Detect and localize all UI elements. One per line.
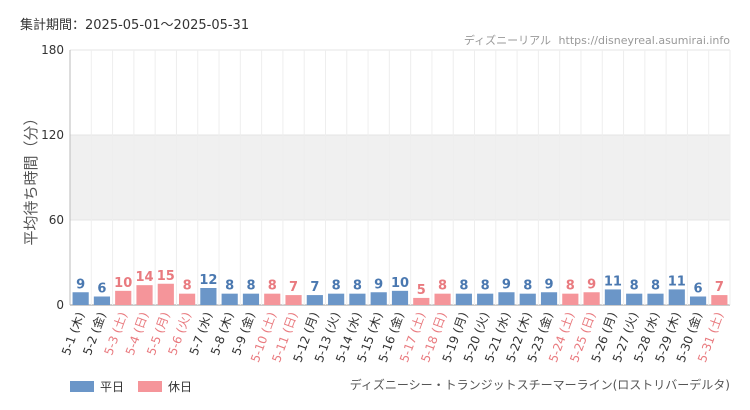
bar-5-14 (水) — [349, 293, 366, 305]
bar-value-label: 5 — [417, 283, 426, 298]
bar-5-31 (土) — [711, 295, 728, 305]
bar-value-label: 8 — [630, 279, 639, 294]
bar-value-label: 8 — [246, 279, 255, 294]
site-url[interactable]: https://disneyreal.asumirai.info — [558, 34, 730, 47]
bar-5-9 (金) — [242, 293, 260, 305]
bar-5-19 (月) — [455, 293, 472, 305]
bar-5-30 (金) — [689, 296, 707, 305]
bar-5-12 (月) — [306, 295, 323, 305]
bar-5-27 (火) — [626, 293, 643, 305]
site-name: ディズニーリアル — [463, 34, 552, 47]
bar-5-2 (金) — [93, 296, 111, 305]
y-tick-label: 0 — [56, 298, 64, 312]
bar-5-29 (木) — [668, 289, 685, 305]
bar-5-25 (日) — [583, 292, 600, 305]
legend-holiday-swatch — [138, 381, 163, 392]
legend-holiday[interactable]: 休日 — [138, 378, 192, 395]
bar-5-10 (土) — [264, 293, 281, 305]
bar-value-label: 7 — [310, 280, 319, 295]
bar-5-5 (月) — [157, 283, 174, 305]
bar-value-label: 8 — [438, 279, 447, 294]
aggregation-period: 集計期間：2025-05-01～2025-05-31 — [20, 18, 250, 33]
bar-value-label: 9 — [76, 277, 85, 292]
bar-value-label: 9 — [374, 277, 383, 292]
bar-5-11 (日) — [285, 295, 302, 305]
legend-weekday[interactable]: 平日 — [70, 378, 124, 395]
y-tick-label: 60 — [49, 213, 64, 227]
site-credit: ディズニーリアル https://disneyreal.asumirai.inf… — [464, 32, 730, 48]
bar-value-label: 8 — [183, 279, 192, 294]
x-axis-ticks: 5-1 (木)5-2 (金)5-3 (土)5-4 (日)5-5 (月)5-6 (… — [59, 310, 726, 364]
bar-5-20 (火) — [477, 293, 494, 305]
chart-legend: 平日 休日 — [70, 378, 192, 395]
legend-weekday-label: 平日 — [100, 380, 125, 394]
y-axis-label: 平均待ち時間（分） — [22, 110, 40, 245]
legend-holiday-label: 休日 — [168, 380, 193, 394]
bar-value-label: 7 — [289, 280, 298, 295]
bar-5-28 (水) — [647, 293, 664, 305]
chart-bands — [70, 135, 730, 220]
bar-value-label: 10 — [114, 276, 132, 291]
bar-value-label: 12 — [199, 273, 217, 288]
bar-5-23 (金) — [540, 292, 558, 305]
bar-5-8 (木) — [221, 293, 238, 305]
chart-bars — [72, 283, 728, 305]
bar-5-15 (木) — [370, 292, 387, 305]
bar-5-22 (木) — [519, 293, 536, 305]
bar-value-label: 6 — [97, 282, 106, 297]
bar-value-label: 8 — [481, 279, 490, 294]
bar-value-label: 8 — [225, 279, 234, 294]
y-axis-ticks: 0 60 120 180 — [41, 43, 64, 312]
bar-5-13 (火) — [328, 293, 345, 305]
bar-5-24 (土) — [562, 293, 579, 305]
bar-value-label: 14 — [135, 270, 153, 285]
bar-5-26 (月) — [604, 289, 621, 305]
bar-value-label: 8 — [459, 279, 468, 294]
bar-value-label: 9 — [587, 277, 596, 292]
bar-value-label: 15 — [157, 269, 175, 284]
bar-value-label: 9 — [502, 277, 511, 292]
bar-value-labels: 9 6 10 14 158 12 8 8 8 7 7 8 8 9 10 5 8 8 8 9 8 9 8 9 11 8 8 11 6 7 — [76, 269, 724, 298]
bar-value-label: 8 — [651, 279, 660, 294]
bar-value-label: 7 — [715, 280, 724, 295]
bar-value-label: 8 — [332, 279, 341, 294]
bar-value-label: 8 — [353, 279, 362, 294]
bar-value-label: 6 — [694, 282, 703, 297]
legend-weekday-swatch — [70, 381, 94, 392]
bar-5-16 (金) — [391, 290, 409, 305]
bar-5-21 (水) — [498, 292, 515, 305]
bar-5-17 (土) — [413, 297, 430, 305]
y-tick-label: 120 — [41, 128, 64, 142]
bar-value-label: 9 — [545, 277, 554, 292]
bar-5-7 (水) — [200, 288, 217, 305]
bar-5-4 (日) — [136, 285, 153, 305]
bar-5-3 (土) — [115, 290, 132, 305]
bar-5-6 (火) — [179, 293, 196, 305]
attraction-name: ディズニーシー・トランジットスチーマーライン(ロストリバーデルタ) — [349, 378, 730, 392]
y-tick-label: 180 — [41, 43, 64, 57]
bar-value-label: 11 — [668, 274, 686, 289]
bar-5-1 (木) — [72, 292, 89, 305]
bar-value-label: 8 — [566, 279, 575, 294]
chart-band — [70, 135, 730, 220]
bar-5-18 (日) — [434, 293, 451, 305]
bar-value-label: 10 — [391, 276, 409, 291]
bar-value-label: 8 — [523, 279, 532, 294]
bar-value-label: 8 — [268, 279, 277, 294]
bar-value-label: 11 — [604, 274, 622, 289]
